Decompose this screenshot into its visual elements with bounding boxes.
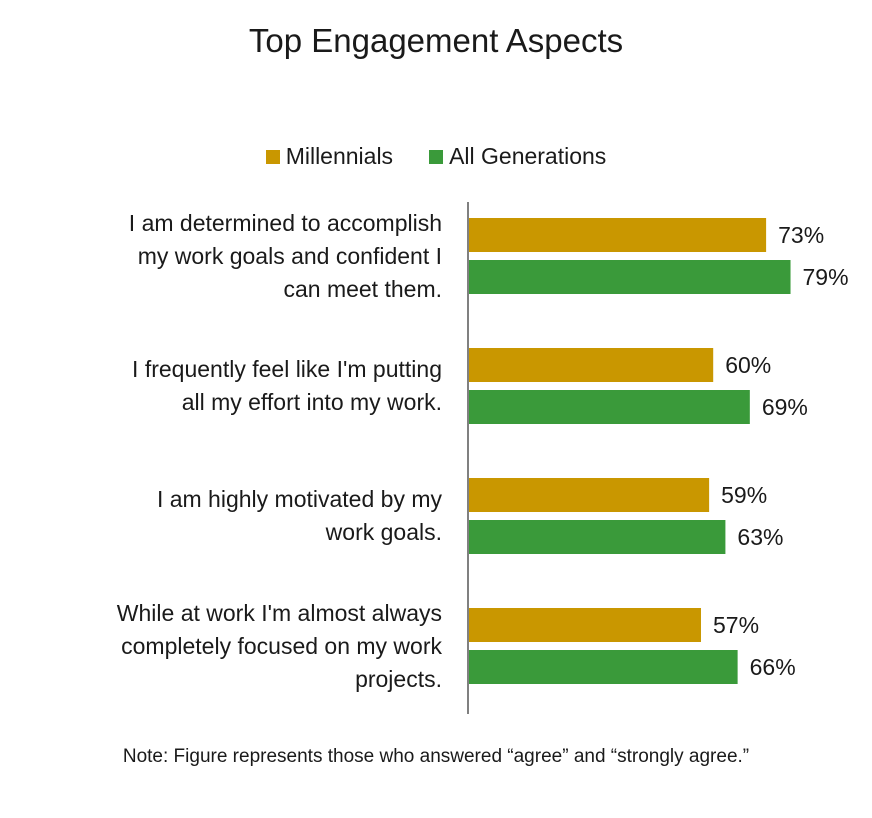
category-label-line: can meet them. [283, 275, 442, 302]
legend-label-all-generations: All Generations [449, 143, 607, 169]
bar-all-generations-4 [469, 650, 738, 684]
bar-millennials-3 [469, 478, 710, 512]
legend: Millennials All Generations [0, 143, 872, 170]
chart-title: Top Engagement Aspects [248, 22, 624, 59]
bar-all-generations-2 [469, 390, 750, 424]
bar-millennials-2 [469, 348, 714, 382]
footnote: Note: Figure represents those who answer… [122, 746, 750, 767]
category-label-line: my work goals and confident I [137, 242, 442, 269]
legend-item-all-generations: All Generations [429, 143, 606, 170]
data-label-millennials-4: 57% [713, 612, 759, 638]
category-label-1: I am determined to accomplish my work goa… [20, 207, 442, 306]
category-label-line: I am determined to accomplish [128, 209, 442, 236]
data-label-all-generations-3: 63% [737, 524, 783, 550]
legend-swatch-millennials [265, 149, 280, 164]
bar-all-generations-3 [469, 520, 726, 554]
data-label-all-generations-1: 79% [803, 264, 849, 290]
category-label-3: I am highly motivated by my work goals. [20, 483, 442, 549]
data-label-millennials-2: 60% [725, 352, 771, 378]
category-label-line: While at work I'm almost always [116, 599, 442, 626]
category-label-line: work goals. [325, 519, 442, 545]
data-label-all-generations-4: 66% [750, 654, 796, 680]
legend-label-millennials: Millennials [285, 143, 394, 169]
category-label-4: While at work I'm almost always completel… [20, 597, 442, 696]
category-label-line: completely focused on my work [121, 632, 442, 659]
category-label-line: I frequently feel like I'm putting [132, 356, 442, 382]
data-label-millennials-1: 73% [778, 222, 824, 248]
bar-millennials-1 [469, 218, 767, 252]
category-label-line: all my effort into my work. [181, 389, 442, 415]
bar-millennials-4 [469, 608, 701, 642]
data-label-millennials-3: 59% [721, 482, 767, 508]
legend-swatch-all-generations [429, 149, 444, 164]
legend-item-millennials: Millennials [265, 143, 394, 170]
data-label-all-generations-2: 69% [762, 394, 808, 420]
category-label-line: projects. [355, 665, 442, 692]
bar-all-generations-1 [469, 260, 791, 294]
category-label-2: I frequently feel like I'm putting all my… [20, 353, 442, 419]
category-label-line: I am highly motivated by my [156, 486, 442, 512]
